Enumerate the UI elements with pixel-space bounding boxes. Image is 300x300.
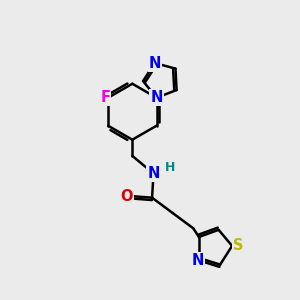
Text: F: F: [100, 90, 110, 105]
Text: N: N: [148, 56, 161, 70]
Text: N: N: [147, 166, 160, 181]
Text: N: N: [191, 254, 204, 268]
Text: H: H: [164, 160, 175, 174]
Text: N: N: [150, 90, 163, 105]
Text: S: S: [233, 238, 244, 253]
Text: O: O: [120, 189, 133, 204]
